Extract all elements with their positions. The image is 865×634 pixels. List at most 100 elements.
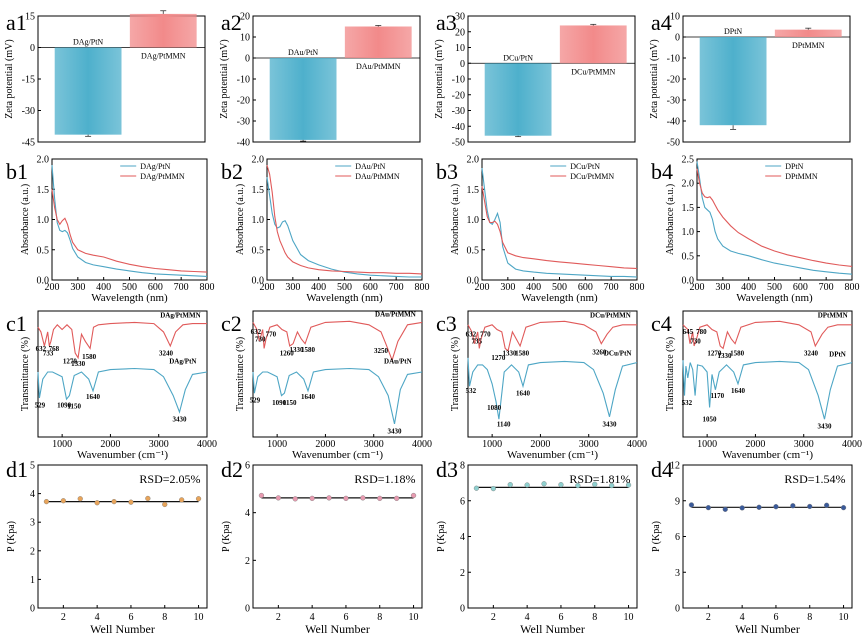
plot-frame bbox=[467, 310, 638, 438]
peak-label: 645 bbox=[683, 328, 694, 336]
data-point bbox=[343, 495, 349, 501]
data-point bbox=[840, 505, 847, 511]
category-label: DCu/PtMMN bbox=[571, 67, 615, 76]
data-point bbox=[145, 495, 151, 502]
y-axis-label: Absorbance (a.u.) bbox=[235, 184, 246, 255]
x-tick-label: 3000 bbox=[364, 439, 384, 450]
peak-label: 1260 bbox=[280, 349, 295, 357]
x-tick-label: 500 bbox=[122, 282, 137, 293]
x-tick-label: 300 bbox=[285, 282, 300, 293]
y-tick-label: 5 bbox=[30, 461, 35, 472]
data-point bbox=[326, 495, 332, 501]
y-tick-label: 2 bbox=[30, 546, 35, 557]
y-tick-label: -20 bbox=[667, 75, 680, 86]
y-tick-label: 15 bbox=[25, 12, 35, 23]
y-axis-label: P (Kpa) bbox=[436, 521, 447, 552]
peak-label: 730 bbox=[690, 338, 701, 346]
peak-label: 1270 bbox=[491, 354, 506, 362]
data-point bbox=[558, 482, 564, 488]
legend-label: DPtN bbox=[785, 162, 803, 171]
y-tick-label: 0 bbox=[675, 33, 680, 44]
x-tick-label: 4 bbox=[95, 612, 100, 623]
y-tick-label: 0.5 bbox=[252, 245, 265, 256]
x-tick-label: 200 bbox=[260, 282, 275, 293]
peak-label: 1170 bbox=[710, 392, 724, 400]
peak-label: 632 bbox=[466, 331, 477, 339]
x-tick-label: 1000 bbox=[697, 439, 717, 450]
data-point bbox=[162, 501, 168, 508]
y-axis-label: P (Kpa) bbox=[221, 521, 232, 552]
x-tick-label: 6 bbox=[773, 612, 778, 623]
x-tick-label: 300 bbox=[715, 282, 730, 293]
x-axis-label: Wavelength (nm) bbox=[91, 292, 168, 304]
x-tick-label: 4 bbox=[310, 612, 315, 623]
series-line-DAu/PtN bbox=[266, 177, 422, 278]
data-point bbox=[179, 497, 185, 503]
data-point bbox=[507, 482, 513, 488]
data-point bbox=[575, 482, 581, 489]
x-axis-label: Well Number bbox=[520, 622, 585, 634]
category-label: DAg/PtMMN bbox=[141, 52, 186, 61]
series-line-DAu/PtMMN bbox=[266, 164, 423, 275]
y-tick-label: 4 bbox=[30, 489, 35, 500]
y-tick-label: 3 bbox=[675, 568, 680, 579]
panel-a1: a1 Zeta potential (mV) 15 0 -15 -30 -45 DAg/PtN… bbox=[4, 10, 206, 149]
data-point bbox=[394, 495, 400, 501]
y-tick-label: -15 bbox=[22, 75, 35, 86]
panel-label: b2 bbox=[221, 159, 243, 184]
data-point bbox=[94, 500, 100, 506]
bar-DPtN bbox=[699, 37, 767, 126]
x-tick-label: 2000 bbox=[315, 439, 335, 450]
y-axis-label: Absorbance (a.u.) bbox=[665, 184, 676, 255]
legend-label: DPtMMN bbox=[785, 172, 818, 181]
peak-label: 1580 bbox=[515, 349, 530, 357]
y-tick-label: 2.0 bbox=[252, 155, 265, 166]
series-line-DAg/PtMMN bbox=[37, 321, 207, 360]
data-point bbox=[43, 499, 50, 505]
data-point bbox=[292, 496, 298, 502]
x-tick-label: 8 bbox=[592, 612, 597, 623]
series-name-label: DAg/PtMMN bbox=[160, 312, 200, 320]
y-axis-label: Zeta potential (mV) bbox=[219, 39, 230, 118]
y-axis-label: Transmittance (%) bbox=[20, 337, 31, 411]
y-tick-label: 6 bbox=[460, 496, 465, 507]
x-tick-label: 2 bbox=[276, 612, 281, 623]
x-tick-label: 1000 bbox=[52, 439, 72, 450]
x-tick-label: 600 bbox=[363, 282, 378, 293]
x-tick-label: 4000 bbox=[197, 439, 217, 450]
y-axis-label: P (Kpa) bbox=[651, 521, 662, 552]
series-name-label: DCu/PtN bbox=[604, 349, 632, 357]
y-tick-label: -30 bbox=[667, 96, 680, 107]
peak-label: 1330 bbox=[71, 360, 86, 368]
y-tick-label: -10 bbox=[237, 75, 250, 86]
x-tick-label: 400 bbox=[311, 282, 326, 293]
series-line-DPtMMN bbox=[682, 320, 852, 350]
y-tick-label: -40 bbox=[452, 122, 465, 133]
y-tick-label: 0.5 bbox=[682, 251, 695, 262]
y-tick-label: 0.0 bbox=[37, 276, 50, 287]
x-tick-label: 600 bbox=[148, 282, 163, 293]
y-axis-label: Absorbance (a.u.) bbox=[450, 184, 461, 255]
peak-label: 768 bbox=[49, 345, 60, 353]
x-tick-label: 2000 bbox=[100, 439, 120, 450]
y-tick-label: 0.5 bbox=[37, 245, 50, 256]
x-tick-label: 800 bbox=[630, 282, 645, 293]
peak-label: 1270 bbox=[707, 349, 722, 357]
y-axis-label: Absorbance (a.u.) bbox=[20, 184, 31, 255]
y-tick-label: 0 bbox=[245, 604, 250, 615]
data-point bbox=[258, 492, 265, 499]
peak-label: 730 bbox=[255, 335, 266, 343]
data-point bbox=[773, 504, 779, 510]
x-axis-label: Wavelength (nm) bbox=[736, 292, 813, 304]
panel-label: b4 bbox=[651, 159, 673, 184]
peak-label: 1580 bbox=[82, 353, 97, 361]
rsd-annotation: RSD=2.05% bbox=[139, 472, 200, 486]
x-tick-label: 4000 bbox=[842, 439, 862, 450]
x-tick-label: 2 bbox=[61, 612, 66, 623]
peak-label: 1640 bbox=[731, 387, 746, 395]
y-tick-label: 12 bbox=[670, 461, 680, 472]
peak-label: 3250 bbox=[374, 347, 389, 355]
